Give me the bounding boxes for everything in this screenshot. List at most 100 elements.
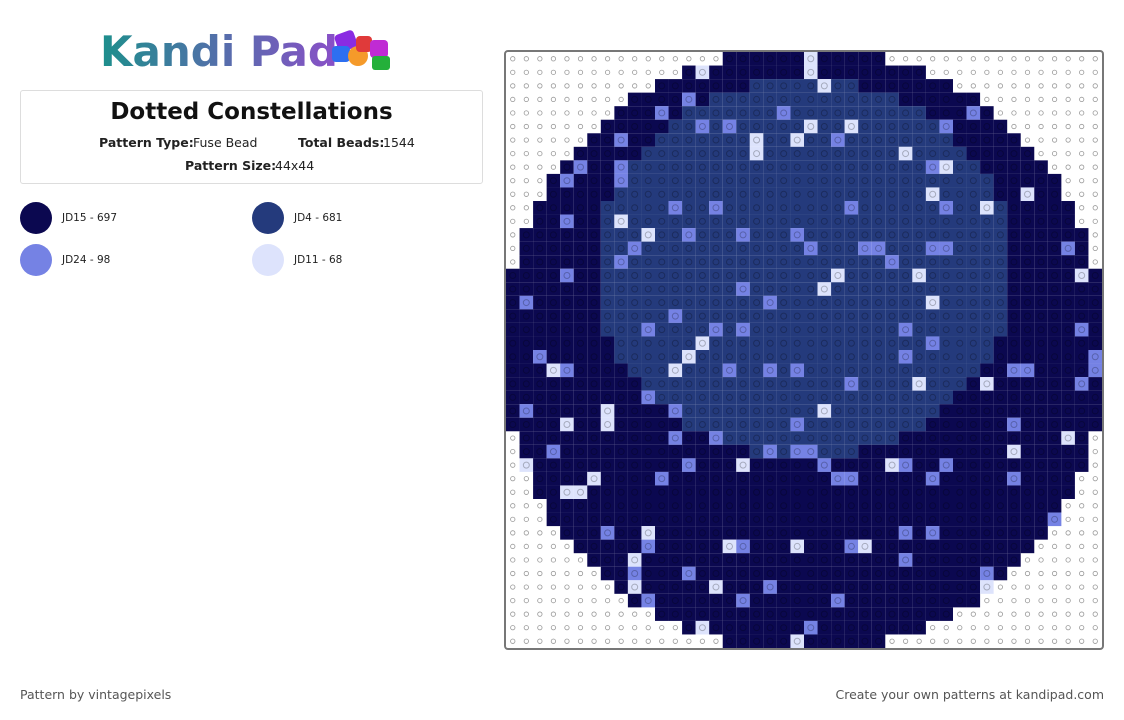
empty-peg (632, 638, 638, 644)
empty-peg (1065, 503, 1071, 509)
bead-hole (780, 637, 788, 645)
empty-peg (1011, 96, 1017, 103)
bead (844, 309, 859, 323)
bead-hole (726, 502, 733, 510)
bead (709, 322, 723, 337)
bead (587, 444, 601, 459)
bead-hole (658, 475, 666, 483)
bead-hole (888, 353, 896, 361)
bead-hole (1024, 150, 1031, 158)
bead-hole (712, 610, 720, 618)
bead-hole (726, 299, 733, 307)
empty-peg (604, 83, 611, 89)
bead (939, 607, 953, 621)
bead-hole (861, 610, 869, 618)
bead (546, 499, 561, 513)
bead (831, 133, 845, 147)
bead (925, 539, 940, 554)
bead (682, 539, 696, 554)
bead (736, 593, 750, 608)
bead-hole (590, 312, 598, 320)
bead-hole (685, 258, 693, 266)
bead (763, 363, 777, 378)
bead-hole (942, 529, 950, 537)
bead-hole (902, 515, 910, 523)
bead (682, 444, 696, 459)
bead-hole (604, 353, 612, 361)
bead (600, 363, 615, 378)
bead (546, 363, 561, 378)
bead-hole (577, 299, 584, 307)
bead-hole (739, 95, 747, 103)
empty-peg (1024, 584, 1031, 590)
bead (925, 593, 940, 608)
bead-hole (820, 366, 828, 374)
bead-hole (563, 231, 571, 239)
bead (953, 146, 967, 161)
bead-hole (1024, 326, 1031, 334)
bead-hole (536, 393, 544, 401)
bead-hole (644, 285, 652, 293)
empty-peg (523, 570, 529, 577)
bead (1034, 228, 1048, 242)
bead (627, 214, 642, 229)
bead-hole (793, 515, 801, 523)
bead (695, 539, 710, 554)
bead-hole (780, 136, 788, 144)
bead-hole (631, 177, 639, 185)
empty-peg (1092, 245, 1098, 252)
bead-hole (617, 421, 625, 428)
bead-hole (820, 204, 828, 212)
bead-hole (644, 393, 652, 401)
bead (939, 160, 953, 174)
bead (844, 52, 859, 66)
bead (722, 634, 737, 648)
empty-peg (537, 56, 543, 62)
bead (546, 377, 561, 391)
bead-hole (658, 109, 666, 117)
bead-hole (685, 95, 693, 103)
bead-hole (834, 542, 842, 550)
bead (1088, 363, 1102, 378)
bead (695, 471, 710, 486)
empty-peg (1051, 543, 1058, 550)
bead-hole (563, 502, 571, 510)
bead-hole (780, 502, 788, 510)
bead (804, 417, 818, 432)
bead (844, 336, 859, 350)
bead (885, 268, 899, 283)
bead (912, 512, 926, 527)
bead (804, 404, 818, 418)
bead-hole (820, 55, 828, 63)
bead (736, 52, 750, 66)
bead-hole (861, 163, 869, 171)
bead-hole (1051, 285, 1059, 293)
bead (533, 255, 547, 269)
empty-peg (537, 584, 543, 590)
bead-hole (983, 353, 991, 361)
bead-hole (753, 299, 761, 307)
bead (695, 526, 710, 540)
bead-hole (644, 136, 652, 144)
bead-hole (983, 312, 991, 320)
bead (1020, 526, 1035, 540)
bead (1061, 322, 1075, 337)
bead (790, 282, 804, 296)
bead-hole (685, 285, 693, 293)
bead (776, 119, 791, 134)
bead-hole (996, 475, 1004, 483)
bead-hole (1064, 366, 1072, 374)
bead-hole (604, 217, 612, 225)
bead-hole (942, 109, 950, 117)
bead (871, 322, 886, 337)
color-label: JD4 - 681 (294, 212, 343, 224)
bead (709, 363, 723, 378)
bead (641, 539, 655, 554)
bead (912, 133, 926, 147)
bead-hole (834, 353, 842, 361)
bead-hole (563, 190, 571, 198)
bead-hole (644, 231, 652, 239)
bead (1007, 241, 1021, 256)
bead (858, 471, 872, 486)
bead (573, 228, 588, 242)
